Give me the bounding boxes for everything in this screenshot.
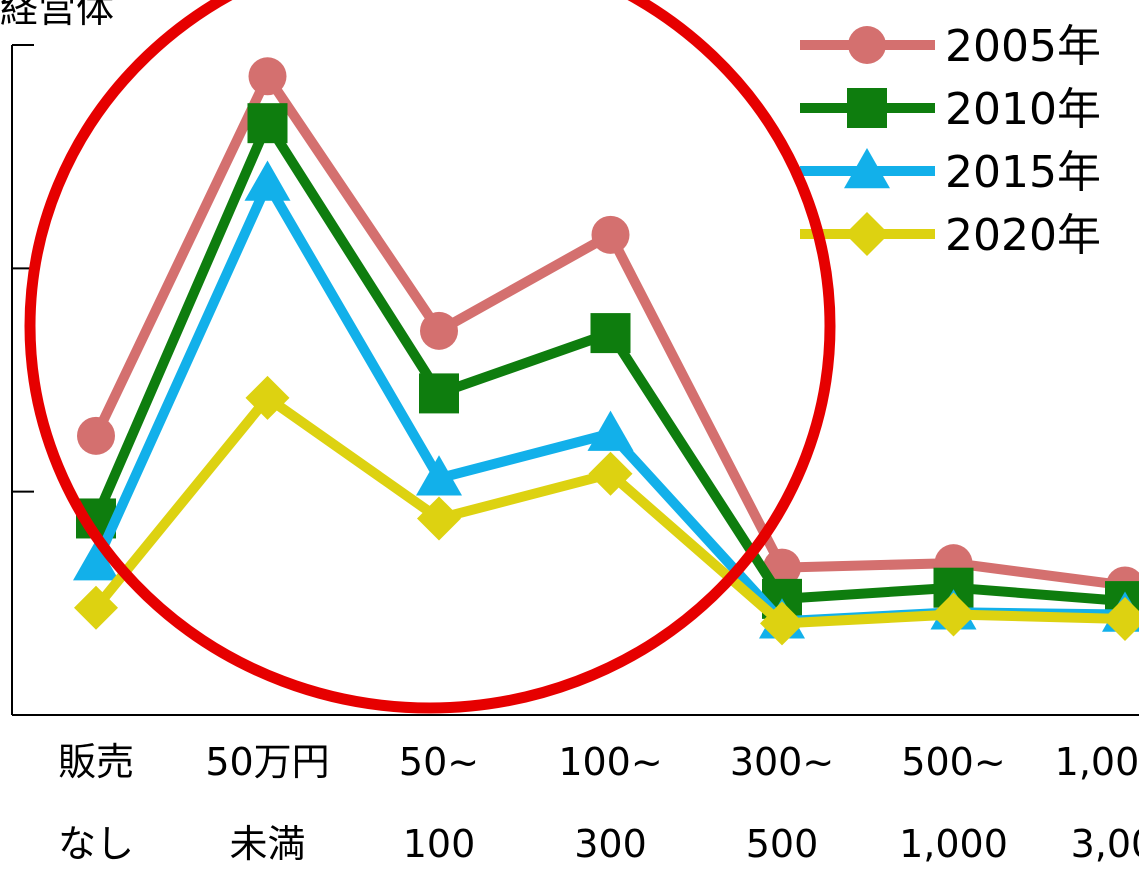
data-point-triangle <box>244 160 291 201</box>
data-point-diamond <box>1103 596 1139 641</box>
data-point-diamond <box>417 496 461 541</box>
x-tick-label: 未満 <box>229 822 305 866</box>
annotation-circle <box>24 0 836 714</box>
x-tick-label: 1,000 <box>899 822 1008 866</box>
axes <box>11 44 1139 716</box>
legend-label: 2005年 <box>945 21 1101 72</box>
legend-item: 2020年 <box>800 210 1101 261</box>
data-point-square <box>590 313 631 354</box>
x-tick-label: 50万円 <box>205 740 329 784</box>
legend-label: 2020年 <box>945 210 1101 261</box>
x-tick-label: 3,000 <box>1071 822 1139 866</box>
data-point-triangle <box>587 410 634 451</box>
x-tick-label: 500~ <box>901 740 1005 784</box>
data-point-diamond <box>588 451 633 496</box>
series-2020年 <box>74 375 1139 646</box>
data-point-circle <box>248 57 287 96</box>
data-point-square <box>847 88 887 128</box>
y-axis-label: 経営体 <box>0 0 114 31</box>
x-tick-label: 100 <box>403 822 476 866</box>
series-layer <box>73 57 1139 646</box>
x-tick-label: 500 <box>746 822 819 866</box>
data-point-diamond <box>760 601 804 646</box>
data-point-circle <box>848 26 886 64</box>
data-point-diamond <box>845 212 889 256</box>
data-point-triangle <box>416 455 462 496</box>
x-tick-label: 1,000~ <box>1055 740 1139 784</box>
legend-label: 2015年 <box>945 147 1101 198</box>
data-point-diamond <box>74 585 118 630</box>
x-tick-label: 50~ <box>399 740 479 784</box>
data-point-circle <box>77 416 115 455</box>
series-2010年 <box>76 103 1139 622</box>
data-point-diamond <box>245 375 290 420</box>
data-point-triangle <box>844 148 890 189</box>
legend-item: 2015年 <box>800 147 1101 198</box>
x-tick-label: 100~ <box>558 740 662 784</box>
annotation-layer <box>24 0 836 714</box>
x-tick-label: 300~ <box>730 740 834 784</box>
data-point-circle <box>591 215 630 254</box>
x-tick-label: 販売 <box>58 740 134 784</box>
data-point-square <box>419 373 459 414</box>
data-point-square <box>247 103 288 144</box>
x-tick-label: 300 <box>574 822 647 866</box>
legend-item: 2010年 <box>800 84 1101 135</box>
data-point-diamond <box>931 592 976 637</box>
data-point-circle <box>420 311 458 350</box>
data-point-triangle <box>73 540 119 581</box>
legend-label: 2010年 <box>945 84 1101 135</box>
legend-item: 2005年 <box>800 21 1101 72</box>
legend: 2005年 2010年 2015年 2020年 <box>800 21 1101 261</box>
x-tick-label: なし <box>58 822 134 866</box>
